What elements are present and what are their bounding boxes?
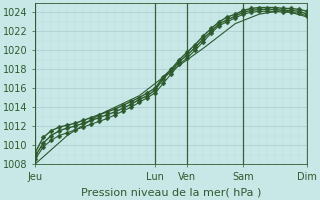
- X-axis label: Pression niveau de la mer( hPa ): Pression niveau de la mer( hPa ): [81, 187, 261, 197]
